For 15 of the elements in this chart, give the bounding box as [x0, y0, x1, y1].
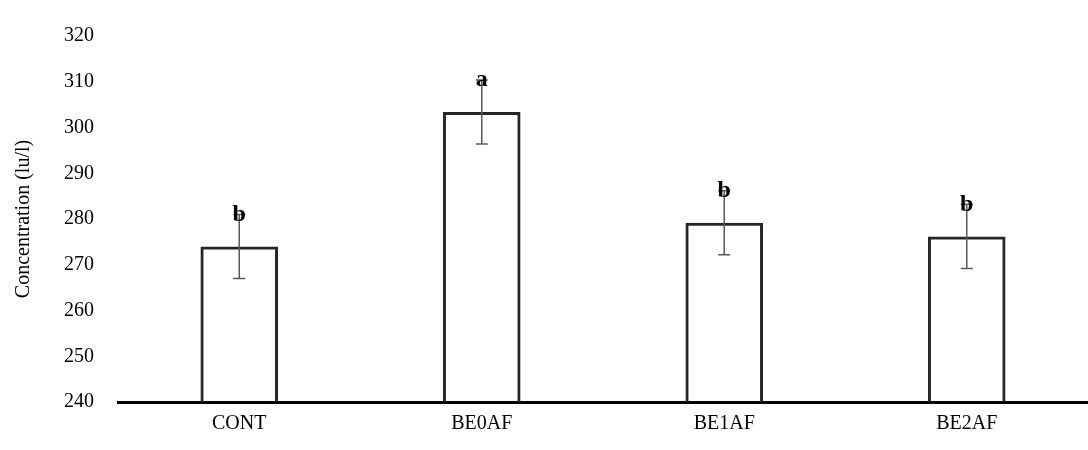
x-tick-label: CONT [212, 411, 267, 434]
y-tick-label: 280 [64, 206, 94, 229]
y-tick-label: 310 [64, 69, 94, 91]
y-tick-label: 240 [64, 389, 94, 412]
y-tick-label: 250 [64, 343, 94, 366]
y-tick-label: 260 [64, 297, 94, 320]
y-tick-label: 320 [64, 23, 94, 46]
x-tick-label: BE2AF [936, 411, 998, 434]
x-tick-label: BE1AF [693, 411, 755, 434]
y-axis-title: Concentration (lu/l) [11, 139, 35, 299]
y-tick-label: 300 [64, 114, 94, 137]
x-tick-label: BE0AF [451, 411, 513, 434]
y-tick-label: 270 [64, 252, 94, 274]
annotation: a [475, 65, 488, 92]
y-tick-label: 290 [64, 160, 94, 183]
